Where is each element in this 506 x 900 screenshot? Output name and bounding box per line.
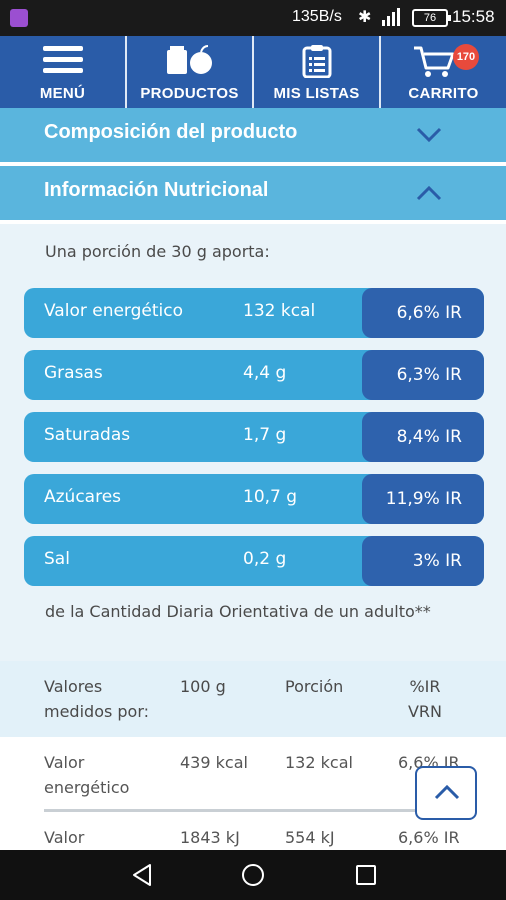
nutrient-ir: 8,4% IR bbox=[362, 412, 484, 462]
bluetooth-icon: ✱ bbox=[358, 7, 372, 26]
footnote: de la Cantidad Diaria Orientativa de un … bbox=[45, 602, 431, 621]
nutrient-ir: 6,3% IR bbox=[362, 350, 484, 400]
row-label: Valor bbox=[44, 828, 85, 847]
nutrient-amount: 1,7 g bbox=[243, 425, 287, 445]
cart-button[interactable]: 170 CARRITO bbox=[381, 36, 506, 108]
composition-accordion[interactable]: Composición del producto bbox=[0, 108, 506, 162]
recent-apps-icon[interactable] bbox=[354, 863, 378, 887]
nutrient-ir: 3% IR bbox=[362, 536, 484, 586]
network-speed: 135B/s bbox=[292, 8, 342, 25]
shopping-cart-icon bbox=[413, 46, 454, 77]
nutrient-name: Sal bbox=[44, 549, 70, 569]
cart-count-badge: 170 bbox=[453, 44, 479, 70]
chevron-down-icon bbox=[416, 127, 442, 143]
nutrient-name: Saturadas bbox=[44, 425, 131, 445]
menu-label: MENÚ bbox=[39, 85, 86, 102]
portion-note: Una porción de 30 g aporta: bbox=[45, 242, 270, 261]
hamburger-menu-icon bbox=[42, 46, 83, 73]
app-notification-icon bbox=[10, 9, 28, 27]
chevron-up-icon bbox=[434, 784, 460, 800]
nutrient-ir: 11,9% IR bbox=[362, 474, 484, 524]
top-navigation: MENÚ PRODUCTOS MIS LISTAS 170 CARRITO bbox=[0, 36, 506, 108]
nutrition-panel: Una porción de 30 g aporta: Valor energé… bbox=[0, 224, 506, 661]
signal-icon bbox=[382, 8, 400, 26]
products-button[interactable]: PRODUCTOS bbox=[127, 36, 254, 108]
nutrient-row: Grasas 4,4 g 6,3% IR bbox=[24, 350, 484, 400]
back-icon[interactable] bbox=[130, 863, 154, 887]
scroll-to-top-button[interactable] bbox=[415, 766, 477, 820]
status-bar: 135B/s ✱ 76 15:58 bbox=[0, 0, 506, 36]
nutrient-row: Saturadas 1,7 g 8,4% IR bbox=[24, 412, 484, 462]
battery-indicator: 76 bbox=[412, 9, 451, 27]
cart-label: CARRITO bbox=[408, 85, 479, 102]
row-divider bbox=[44, 809, 462, 812]
home-icon[interactable] bbox=[241, 863, 265, 887]
row-100g: 1843 kJ bbox=[180, 828, 240, 847]
composition-title: Composición del producto bbox=[44, 121, 298, 143]
row-portion: 554 kJ bbox=[285, 828, 335, 847]
row-portion: 132 kcal bbox=[285, 753, 353, 772]
my-lists-label: MIS LISTAS bbox=[273, 85, 360, 102]
menu-button[interactable]: MENÚ bbox=[0, 36, 127, 108]
header-100g: 100 g bbox=[180, 677, 226, 696]
android-nav-bar bbox=[0, 850, 506, 900]
header-ir: %IR VRN bbox=[407, 677, 443, 721]
row-100g: 439 kcal bbox=[180, 753, 248, 772]
header-portion: Porción bbox=[285, 677, 344, 696]
row-label: Valor energético bbox=[44, 753, 130, 797]
nutrition-table-header: Valores medidos por: 100 g Porción %IR V… bbox=[0, 661, 506, 737]
nutrient-name: Valor energético bbox=[44, 301, 184, 321]
nutrient-amount: 4,4 g bbox=[243, 363, 287, 383]
nutrient-name: Grasas bbox=[44, 363, 103, 383]
nutrition-accordion[interactable]: Información Nutricional bbox=[0, 166, 506, 220]
nutrient-amount: 132 kcal bbox=[243, 301, 316, 321]
nutrient-amount: 10,7 g bbox=[243, 487, 298, 507]
my-lists-button[interactable]: MIS LISTAS bbox=[254, 36, 381, 108]
products-label: PRODUCTOS bbox=[140, 85, 239, 102]
nutrient-row: Valor energético 132 kcal 6,6% IR bbox=[24, 288, 484, 338]
nutrient-row: Azúcares 10,7 g 11,9% IR bbox=[24, 474, 484, 524]
nutrient-name: Azúcares bbox=[44, 487, 122, 507]
nutrient-ir: 6,6% IR bbox=[362, 288, 484, 338]
nutrient-amount: 0,2 g bbox=[243, 549, 287, 569]
header-label: Valores medidos por: bbox=[44, 677, 150, 721]
clock: 15:58 bbox=[452, 7, 495, 26]
row-ir: 6,6% IR bbox=[398, 828, 460, 847]
nutrition-title: Información Nutricional bbox=[44, 179, 269, 201]
chevron-up-icon bbox=[416, 185, 442, 201]
groceries-icon bbox=[166, 45, 212, 74]
clipboard-list-icon bbox=[302, 45, 331, 78]
nutrient-row: Sal 0,2 g 3% IR bbox=[24, 536, 484, 586]
